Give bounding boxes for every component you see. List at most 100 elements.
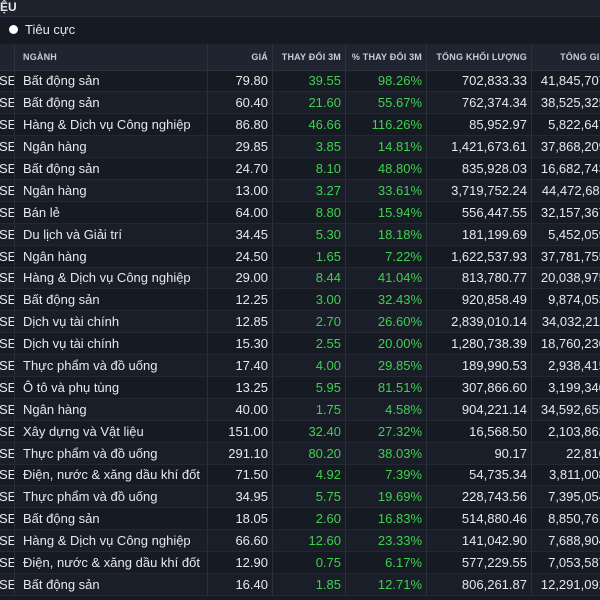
cell-volume: 702,833.33 <box>426 70 532 93</box>
cell-change-text: 3.85 <box>315 139 341 155</box>
table-row[interactable]: SE Thực phẩm và đồ uống 291.10 80.20 38.03% 9… <box>0 442 600 465</box>
cell-change: 8.10 <box>272 157 346 180</box>
cell-value-text: 9,874,053.35 <box>548 292 600 308</box>
cell-exchange: SE <box>0 91 15 115</box>
cell-value-text: 5,452,059.05 <box>548 226 600 242</box>
cell-value: 5,452,059.05 <box>531 223 600 246</box>
cell-price: 34.45 <box>207 223 273 246</box>
table-row[interactable]: SE Dịch vụ tài chính 15.30 2.55 20.00% 1,280,… <box>0 332 600 356</box>
table-row[interactable]: SE Bất động sản 16.40 1.85 12.71% 806,261.87 1… <box>0 573 600 596</box>
cell-price: 13.25 <box>207 376 273 399</box>
cell-value: 3,811,008.05 <box>531 464 600 487</box>
cell-value-text: 8,850,761.36 <box>548 511 600 527</box>
cell-pct-change: 98.26% <box>345 70 427 93</box>
table-row[interactable]: SE Điện, nước & xăng dầu khí đốt 71.50 4.92… <box>0 464 600 487</box>
cell-pct-change: 7.22% <box>345 245 427 268</box>
cell-value-text: 7,688,904.21 <box>548 533 600 549</box>
table-row[interactable]: SE Bất động sản 60.40 21.60 55.67% 762,374.34… <box>0 91 600 115</box>
cell-change-text: 46.66 <box>308 117 341 133</box>
cell-change-text: 8.44 <box>315 270 341 286</box>
cell-price-text: 40.00 <box>235 401 268 417</box>
cell-price: 24.50 <box>207 245 273 268</box>
cell-pct-change-text: 14.81% <box>377 139 422 155</box>
table-row[interactable]: SE Thực phẩm và đồ uống 34.95 5.75 19.69% 228… <box>0 485 600 509</box>
table-row[interactable]: SE Xây dựng và Vật liệu 151.00 32.40 27.32% 1… <box>0 420 600 443</box>
table-row[interactable]: SE Bất động sản 24.70 8.10 48.80% 835,928.03 1… <box>0 157 600 180</box>
table-row[interactable]: SE Hàng & Dịch vụ Công nghiệp 29.00 8.44 41.… <box>0 267 600 290</box>
cell-price-text: 12.90 <box>235 555 268 571</box>
table-row[interactable]: SE Ngân hàng 24.50 1.65 7.22% 1,622,537.93 37,… <box>0 245 600 268</box>
cell-volume: 3,719,752.24 <box>426 179 532 202</box>
cell-value-text: 41,845,707.23 <box>540 73 600 89</box>
cell-volume: 189,990.53 <box>426 354 532 377</box>
cell-price: 79.80 <box>207 70 273 93</box>
cell-value-text: 32,157,367.55 <box>540 204 600 220</box>
cell-pct-change: 12.71% <box>345 573 427 596</box>
cell-price: 86.80 <box>207 113 273 137</box>
cell-pct-change-text: 6.17% <box>385 555 422 571</box>
cell-change: 2.55 <box>272 332 346 356</box>
column-header-change[interactable]: THAY ĐỔI 3M <box>272 44 346 71</box>
table-row[interactable]: SE Hàng & Dịch vụ Công nghiệp 66.60 12.60 23… <box>0 529 600 553</box>
cell-pct-change-text: 26.60% <box>377 314 422 330</box>
table-row[interactable]: SE Bất động sản 12.25 3.00 32.43% 920,858.49 9… <box>0 288 600 312</box>
cell-exchange-text: SE <box>0 380 14 395</box>
cell-price-text: 17.40 <box>235 358 268 374</box>
cell-volume-text: 90.17 <box>494 445 527 461</box>
table-row[interactable]: SE Thực phẩm và đồ uống 17.40 4.00 29.85% 189… <box>0 354 600 377</box>
cell-change-text: 5.75 <box>315 489 341 505</box>
cell-price-text: 86.80 <box>235 117 268 133</box>
cell-change: 32.40 <box>272 420 346 443</box>
cell-change: 3.00 <box>272 288 346 312</box>
table-row[interactable]: SE Hàng & Dịch vụ Công nghiệp 86.80 46.66 11… <box>0 113 600 137</box>
cell-change: 2.60 <box>272 507 346 531</box>
cell-sector: Ngân hàng <box>14 245 208 268</box>
cell-value: 2,103,862.66 <box>531 420 600 443</box>
column-header-exchange[interactable] <box>0 44 15 71</box>
cell-price-text: 34.95 <box>235 489 268 505</box>
table-row[interactable]: SE Bất động sản 18.05 2.60 16.83% 514,880.46 8… <box>0 507 600 531</box>
table-row[interactable]: SE Ngân hàng 13.00 3.27 33.61% 3,719,752.24 44… <box>0 179 600 202</box>
cell-price: 12.25 <box>207 288 273 312</box>
negative-filter-label[interactable]: Tiêu cực <box>25 22 76 37</box>
cell-pct-change-text: 29.85% <box>377 358 422 374</box>
column-header-pct-change[interactable]: % THAY ĐỔI 3M <box>345 44 427 71</box>
cell-sector-text: Điện, nước & xăng dầu khí đốt <box>23 555 200 571</box>
cell-pct-change: 14.81% <box>345 135 427 159</box>
column-header-value[interactable]: TỔNG GIÁ TRỊ <box>531 44 600 71</box>
cell-value-text: 2,103,862.66 <box>548 423 600 439</box>
table-row[interactable]: SE Ô tô và phụ tùng 13.25 5.95 81.51% 307,866… <box>0 376 600 399</box>
negative-filter-radio[interactable] <box>9 25 18 34</box>
cell-pct-change-text: 7.39% <box>385 467 422 483</box>
cell-value-text: 20,038,975.32 <box>540 270 600 286</box>
cell-sector-text: Thực phẩm và đồ uống <box>23 445 158 461</box>
table-row[interactable]: SE Điện, nước & xăng dầu khí đốt 12.90 0.75… <box>0 551 600 574</box>
table-row[interactable]: SE Bán lẻ 64.00 8.80 15.94% 556,447.55 32,157,… <box>0 201 600 224</box>
cell-pct-change-text: 55.67% <box>377 95 422 111</box>
cell-price: 15.30 <box>207 332 273 356</box>
cell-sector: Du lịch và Giải trí <box>14 223 208 246</box>
table-row[interactable]: SE Ngân hàng 29.85 3.85 14.81% 1,421,673.61 37… <box>0 135 600 159</box>
cell-change-text: 3.00 <box>315 292 341 308</box>
cell-price: 291.10 <box>207 442 273 465</box>
cell-pct-change: 16.83% <box>345 507 427 531</box>
cell-volume-text: 702,833.33 <box>461 73 527 89</box>
column-header-price[interactable]: GIÁ <box>207 44 273 71</box>
cell-change: 4.00 <box>272 354 346 377</box>
table-row[interactable]: SE Ngân hàng 40.00 1.75 4.58% 904,221.14 34,59… <box>0 398 600 421</box>
cell-volume-text: 835,928.03 <box>461 161 527 176</box>
cell-value-text: 37,868,209.54 <box>540 139 600 155</box>
cell-price: 29.00 <box>207 267 273 290</box>
cell-price: 64.00 <box>207 201 273 224</box>
column-header-volume[interactable]: TỔNG KHỐI LƯỢNG <box>426 44 532 71</box>
table-row[interactable]: SE Dịch vụ tài chính 12.85 2.70 26.60% 2,839,… <box>0 310 600 334</box>
cell-value-text: 37,781,755.20 <box>540 248 600 264</box>
cell-volume-text: 16,568.50 <box>469 423 527 439</box>
column-header-sector[interactable]: NGÀNH <box>14 44 208 71</box>
cell-value: 16,682,743.53 <box>531 157 600 180</box>
cell-sector: Điện, nước & xăng dầu khí đốt <box>14 464 208 487</box>
cell-volume: 762,374.34 <box>426 91 532 115</box>
cell-exchange: SE <box>0 442 15 465</box>
table-row[interactable]: SE Du lịch và Giải trí 34.45 5.30 18.18% 181,… <box>0 223 600 246</box>
table-row[interactable]: SE Bất động sản 79.80 39.55 98.26% 702,833.33… <box>0 70 600 93</box>
